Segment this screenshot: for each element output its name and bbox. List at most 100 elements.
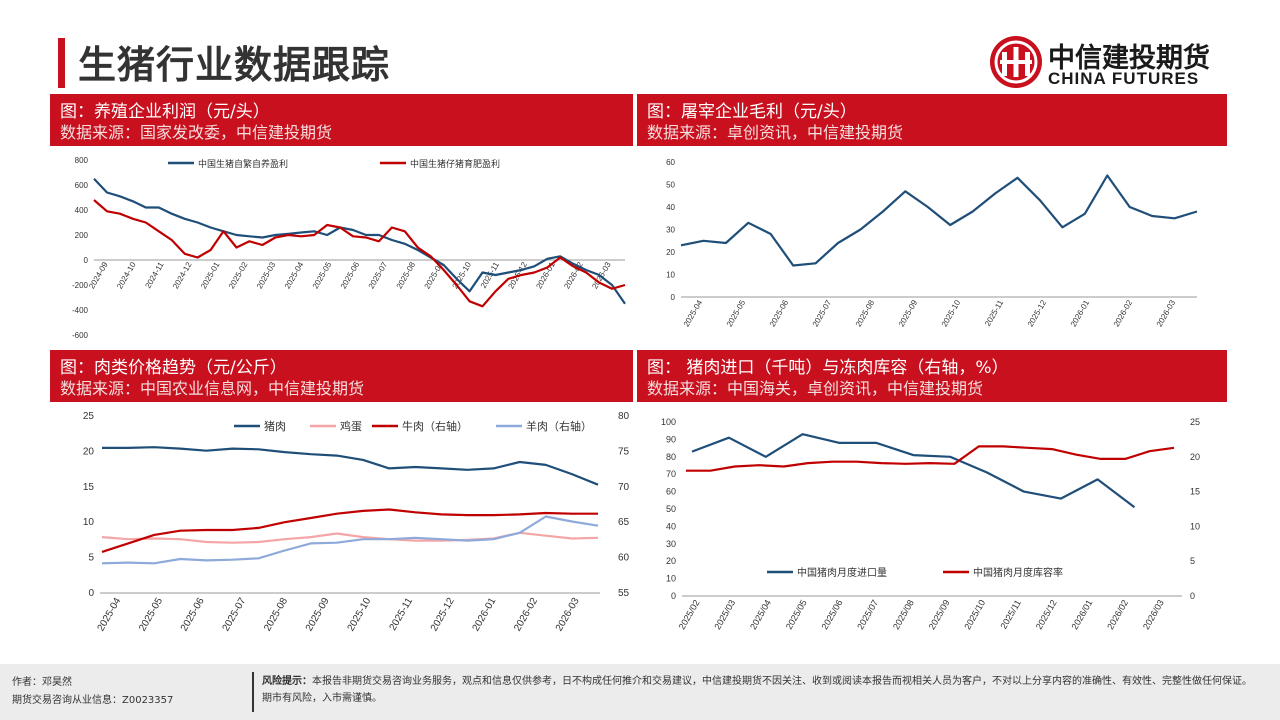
x-tick-label: 2025-08 xyxy=(854,298,877,328)
x-tick-label: 2025-10 xyxy=(940,298,963,328)
series-line xyxy=(101,508,598,553)
risk-label: 风险提示： xyxy=(262,676,312,687)
x-tick-label: 2025-10 xyxy=(346,596,374,634)
x-tick-label: 2026/01 xyxy=(1070,598,1095,631)
y-tick-label: -200 xyxy=(72,281,89,290)
series-line xyxy=(93,199,626,308)
y-right-tick-label: 25 xyxy=(1190,417,1200,427)
y-right-tick-label: 5 xyxy=(1190,556,1195,566)
y-tick-label: 25 xyxy=(83,411,95,422)
panel-title: 图：屠宰企业毛利（元/头） xyxy=(647,102,857,122)
x-tick-label: 2025-05 xyxy=(311,260,334,290)
series-line xyxy=(93,178,626,305)
y-right-tick-label: 60 xyxy=(618,553,630,564)
x-tick-label: 2025-04 xyxy=(283,260,306,290)
x-tick-label: 2025-06 xyxy=(179,596,207,634)
x-tick-label: 2025-01 xyxy=(199,260,222,290)
x-tick-label: 2025-07 xyxy=(367,260,390,290)
chart-pork-imports: 0 10 20 30 40 50 60 70 80 90 100 0 5 10 15 20 25 2025/02 2… xyxy=(661,417,1200,631)
y-tick-label: 5 xyxy=(88,553,94,564)
x-tick-label: 2026-02 xyxy=(512,596,540,634)
legend-label: 猪肉 xyxy=(264,420,286,433)
series-line xyxy=(102,446,599,486)
y-tick-label: -600 xyxy=(72,331,89,340)
legend-label: 中国猪肉月度库容率 xyxy=(973,566,1063,579)
x-tick-label: 2025-09 xyxy=(897,298,920,328)
legend-label: 羊肉（右轴） xyxy=(526,419,592,433)
x-tick-label: 2025/04 xyxy=(748,598,773,631)
panel-source: 数据来源：卓创资讯，中信建投期货 xyxy=(647,123,904,142)
title-accent-bar xyxy=(58,38,65,88)
y-right-tick-label: 15 xyxy=(1190,487,1200,497)
y-tick-label: 200 xyxy=(75,231,89,240)
x-tick-label: 2026-03 xyxy=(554,596,582,634)
x-tick-label: 2025-08 xyxy=(262,596,290,634)
y-tick-label: 15 xyxy=(83,482,95,493)
y-tick-label: 30 xyxy=(666,539,676,549)
y-tick-label: 400 xyxy=(75,206,89,215)
page-title: 生猪行业数据跟踪 xyxy=(78,43,391,87)
y-tick-label: 20 xyxy=(83,446,95,457)
panel-header-breeding-profit: 图：养殖企业利润（元/头） 数据来源：国家发改委，中信建投期货 xyxy=(50,94,633,146)
series-line xyxy=(680,174,1198,267)
x-tick-label: 2025-12 xyxy=(429,596,457,634)
series-line xyxy=(101,515,599,565)
x-tick-label: 2025-02 xyxy=(227,260,250,290)
x-tick-label: 2025-03 xyxy=(255,260,278,290)
logo-mark-icon xyxy=(990,36,1042,88)
chart-meat-prices: 0 5 10 15 20 25 55 60 65 70 75 80 2025-04 2025-05 2025… xyxy=(83,411,630,634)
x-tick-label: 2025-05 xyxy=(725,298,748,328)
footer-author: 作者：邓昊然 xyxy=(12,677,72,688)
x-tick-label: 2024-10 xyxy=(115,260,138,290)
chart-slaughter-margin: 0 10 20 30 40 50 60 2025-04 2025-05 2025-06 2025-0… xyxy=(666,158,1198,328)
y-tick-label: 10 xyxy=(666,271,675,280)
x-tick-label: 2025-07 xyxy=(811,298,834,328)
x-tick-label: 2024-09 xyxy=(87,260,110,290)
x-tick-label: 2025-07 xyxy=(221,596,249,634)
y-tick-label: 80 xyxy=(666,452,676,462)
x-tick-label: 2025-04 xyxy=(96,596,124,634)
panel-title: 图： 猪肉进口（千吨）与冻肉库容（右轴，%） xyxy=(647,358,1009,378)
panel-source: 数据来源：中国海关，卓创资讯，中信建投期货 xyxy=(647,379,984,398)
y-tick-label: 0 xyxy=(671,591,676,601)
legend-label: 中国生猪仔猪育肥盈利 xyxy=(410,158,500,169)
logo-text-en: CHINA FUTURES xyxy=(1048,69,1200,88)
panel-header-slaughter-margin: 图：屠宰企业毛利（元/头） 数据来源：卓创资讯，中信建投期货 xyxy=(637,94,1227,146)
y-tick-label: 0 xyxy=(84,256,89,265)
y-tick-label: 100 xyxy=(661,417,676,427)
panel-title: 图：养殖企业利润（元/头） xyxy=(60,102,270,122)
company-logo: 中信建投期货 CHINA FUTURES xyxy=(988,32,1248,92)
x-tick-label: 2025/08 xyxy=(891,598,916,631)
panel-source: 数据来源：国家发改委，中信建投期货 xyxy=(60,123,333,142)
legend-label: 牛肉（右轴） xyxy=(402,419,468,433)
y-tick-label: -400 xyxy=(72,306,89,315)
logo-text-cn: 中信建投期货 xyxy=(1048,43,1210,74)
panel-title: 图：肉类价格趋势（元/公斤） xyxy=(60,358,287,378)
x-tick-label: 2026/03 xyxy=(1141,598,1166,631)
x-tick-label: 2025/06 xyxy=(820,598,845,631)
y-right-tick-label: 75 xyxy=(618,446,630,457)
x-tick-label: 2026-01 xyxy=(1069,298,1092,328)
x-tick-label: 2025-08 xyxy=(395,260,418,290)
x-tick-label: 2026-01 xyxy=(471,596,499,634)
x-tick-label: 2025-05 xyxy=(137,596,165,634)
y-right-tick-label: 20 xyxy=(1190,452,1200,462)
legend-label: 中国生猪自繁自养盈利 xyxy=(198,158,288,169)
x-tick-label: 2026/02 xyxy=(1105,598,1130,631)
x-tick-label: 2025/05 xyxy=(784,598,809,631)
panel-header-meat-prices: 图：肉类价格趋势（元/公斤） 数据来源：中国农业信息网，中信建投期货 xyxy=(50,350,633,402)
y-tick-label: 90 xyxy=(666,434,676,444)
panel-source: 数据来源：中国农业信息网，中信建投期货 xyxy=(60,379,365,398)
y-right-tick-label: 55 xyxy=(618,588,630,599)
y-tick-label: 0 xyxy=(88,588,94,599)
y-tick-label: 50 xyxy=(666,504,676,514)
x-tick-label: 2025-04 xyxy=(682,298,705,328)
y-right-tick-label: 70 xyxy=(618,482,630,493)
x-tick-label: 2025-12 xyxy=(1026,298,1049,328)
y-tick-label: 20 xyxy=(666,556,676,566)
y-tick-label: 20 xyxy=(666,248,675,257)
x-tick-label: 2024-11 xyxy=(143,260,165,290)
series-line xyxy=(691,433,1136,509)
y-right-tick-label: 80 xyxy=(618,411,630,422)
